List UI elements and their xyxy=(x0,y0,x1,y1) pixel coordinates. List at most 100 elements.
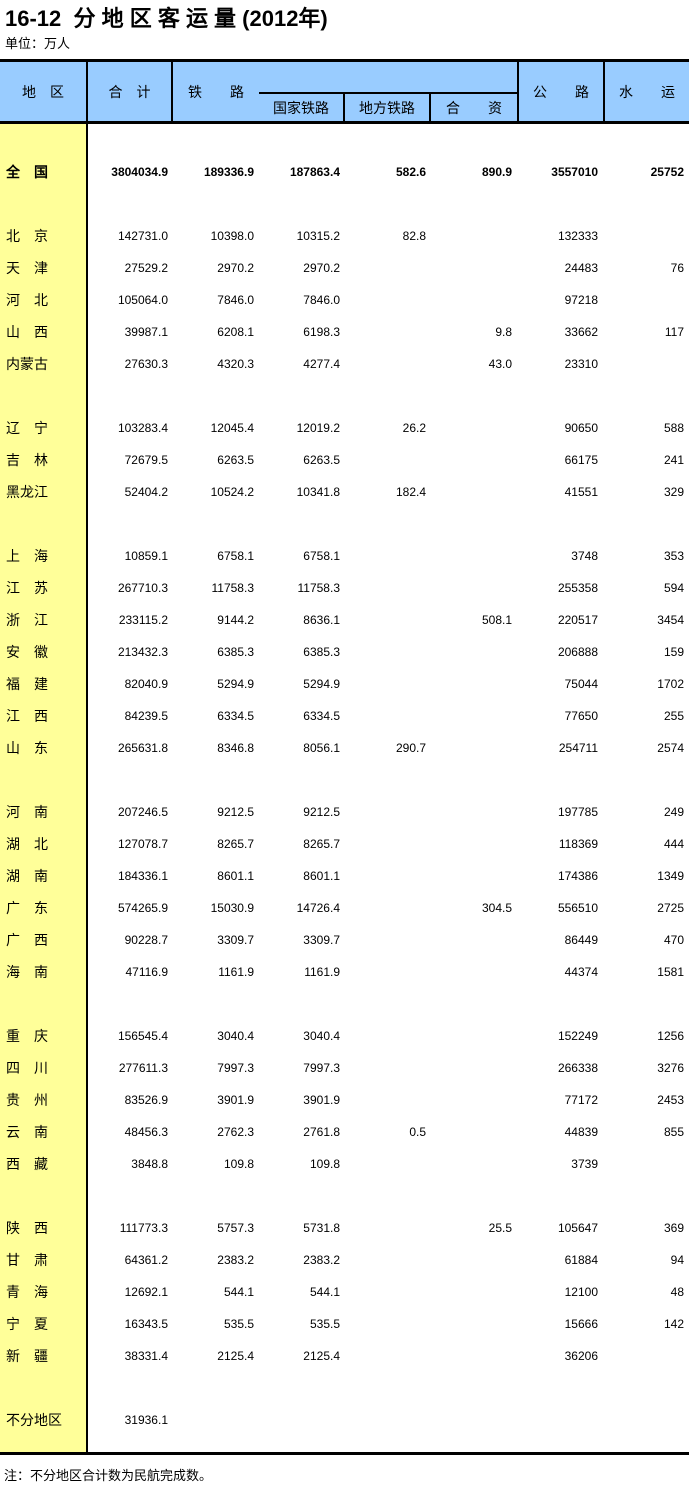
region-cell: 甘 肃 xyxy=(6,1252,48,1268)
region-cell: 吉 林 xyxy=(6,452,48,468)
value-cell: 82.8 xyxy=(402,229,426,243)
value-cell xyxy=(345,1052,431,1084)
value-cell: 6758.1 xyxy=(303,549,340,563)
value-cell: 265631.8 xyxy=(117,741,168,755)
table-row: 西 藏 3848.8 109.8 109.8 3739 xyxy=(0,1148,689,1180)
header-rail-local: 地方铁路 xyxy=(345,94,431,121)
region-cell: 北 京 xyxy=(6,228,48,244)
value-cell: 9212.5 xyxy=(303,805,340,819)
value-cell: 41551 xyxy=(564,485,598,499)
region-cell: 贵 州 xyxy=(6,1092,48,1108)
region-cell: 辽 宁 xyxy=(6,420,48,436)
value-cell: 189336.9 xyxy=(203,165,254,179)
value-cell xyxy=(431,1404,517,1436)
value-cell xyxy=(431,700,517,732)
value-cell: 5731.8 xyxy=(303,1221,340,1235)
value-cell xyxy=(345,444,431,476)
value-cell: 1581 xyxy=(657,965,684,979)
value-cell: 1702 xyxy=(657,677,684,691)
value-cell: 66175 xyxy=(564,453,598,467)
value-cell: 7997.3 xyxy=(217,1061,254,1075)
value-cell: 117 xyxy=(664,325,684,339)
value-cell: 26.2 xyxy=(402,421,426,435)
value-cell xyxy=(345,828,431,860)
value-cell: 24483 xyxy=(564,261,598,275)
value-cell xyxy=(431,476,517,508)
value-cell xyxy=(345,284,431,316)
value-cell: 8056.1 xyxy=(303,741,340,755)
value-cell xyxy=(603,348,689,380)
header-rail-span: 铁 路 国家铁路 地方铁路 合 资 xyxy=(173,62,517,121)
region-cell: 上 海 xyxy=(6,548,48,564)
value-cell: 132333 xyxy=(557,229,598,243)
region-cell: 内蒙古 xyxy=(6,356,48,372)
unit-label: 单位：万人 xyxy=(5,36,71,51)
table-row: 全 国 3804034.9 189336.9 187863.4 582.6 890.9 35… xyxy=(0,156,689,188)
region-cell: 黑龙江 xyxy=(6,484,48,500)
value-cell: 1161.9 xyxy=(304,965,340,979)
value-cell xyxy=(431,572,517,604)
value-cell: 6385.3 xyxy=(217,645,254,659)
value-cell: 10315.2 xyxy=(296,229,340,243)
data-table: 地 区 合 计 铁 路 国家铁路 地方铁路 合 资 公 路 水 运 全 国 380… xyxy=(0,59,689,1455)
header-rail: 铁 路 xyxy=(188,83,244,100)
value-cell: 353 xyxy=(663,549,684,563)
value-cell xyxy=(345,1340,431,1372)
value-cell xyxy=(345,1404,431,1436)
value-cell xyxy=(431,1148,517,1180)
value-cell xyxy=(431,252,517,284)
value-cell: 9.8 xyxy=(495,325,512,339)
value-cell: 5294.9 xyxy=(217,677,254,691)
value-cell xyxy=(603,220,689,252)
header-rail-national: 国家铁路 xyxy=(259,94,345,121)
value-cell: 2970.2 xyxy=(217,261,254,275)
value-cell: 105647 xyxy=(557,1221,598,1235)
value-cell: 12045.4 xyxy=(210,421,254,435)
region-cell: 新 疆 xyxy=(6,1348,48,1364)
table-row: 广 西 90228.7 3309.7 3309.7 86449 470 xyxy=(0,924,689,956)
value-cell: 44839 xyxy=(564,1125,598,1139)
region-cell: 重 庆 xyxy=(6,1028,48,1044)
value-cell: 3309.7 xyxy=(303,933,340,947)
value-cell: 2574 xyxy=(657,741,684,755)
table-row: 辽 宁 103283.4 12045.4 12019.2 26.2 90650 588 xyxy=(0,412,689,444)
table-row: 青 海 12692.1 544.1 544.1 12100 48 xyxy=(0,1276,689,1308)
value-cell: 6334.5 xyxy=(303,709,340,723)
group-spacer xyxy=(0,508,689,540)
value-cell: 7997.3 xyxy=(303,1061,340,1075)
value-cell: 109.8 xyxy=(309,1157,340,1171)
value-cell: 33662 xyxy=(564,325,598,339)
value-cell: 47116.9 xyxy=(125,965,169,979)
value-cell: 94 xyxy=(670,1253,684,1267)
value-cell xyxy=(345,1084,431,1116)
value-cell: 77172 xyxy=(564,1093,598,1107)
value-cell: 10524.2 xyxy=(210,485,254,499)
value-cell: 156545.4 xyxy=(117,1029,168,1043)
value-cell: 10341.8 xyxy=(296,485,340,499)
value-cell: 369 xyxy=(663,1221,684,1235)
value-cell: 6263.5 xyxy=(217,453,254,467)
value-cell: 184336.1 xyxy=(117,869,168,883)
page-title: 16-12 分 地 区 客 运 量 (2012年) xyxy=(5,6,328,31)
value-cell xyxy=(431,956,517,988)
value-cell: 14726.4 xyxy=(296,901,340,915)
value-cell: 470 xyxy=(663,933,684,947)
value-cell: 6334.5 xyxy=(217,709,254,723)
value-cell: 10398.0 xyxy=(210,229,254,243)
value-cell: 90650 xyxy=(564,421,598,435)
value-cell xyxy=(431,860,517,892)
value-cell: 5294.9 xyxy=(303,677,340,691)
value-cell: 2970.2 xyxy=(303,261,340,275)
region-cell: 海 南 xyxy=(6,964,48,980)
table-row: 宁 夏 16343.5 535.5 535.5 15666 142 xyxy=(0,1308,689,1340)
table-row: 海 南 47116.9 1161.9 1161.9 44374 1581 xyxy=(0,956,689,988)
value-cell: 588 xyxy=(663,421,684,435)
value-cell: 1161.9 xyxy=(218,965,254,979)
value-cell xyxy=(431,1020,517,1052)
value-cell: 3040.4 xyxy=(217,1029,254,1043)
region-cell: 宁 夏 xyxy=(6,1316,48,1332)
group-spacer xyxy=(0,188,689,220)
value-cell xyxy=(431,1276,517,1308)
value-cell: 3276 xyxy=(657,1061,684,1075)
